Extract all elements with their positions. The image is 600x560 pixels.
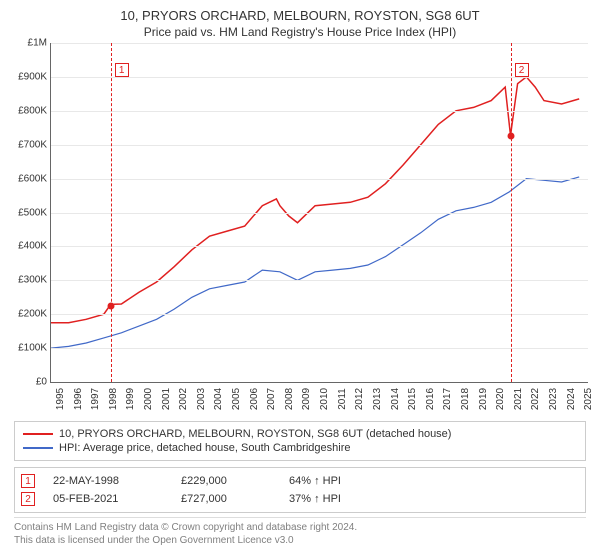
- x-tick-label: 1995: [55, 388, 66, 410]
- x-tick-label: 2004: [213, 388, 224, 410]
- x-tick-label: 2013: [372, 388, 383, 410]
- y-tick-label: £900K: [3, 71, 47, 82]
- sale-marker-dot: [507, 132, 514, 139]
- x-tick-label: 1997: [90, 388, 101, 410]
- series-line-property: [51, 77, 579, 323]
- sale-row-marker: 1: [21, 474, 35, 488]
- attribution-text: Contains HM Land Registry data © Crown c…: [14, 517, 586, 547]
- legend-row: HPI: Average price, detached house, Sout…: [23, 441, 577, 455]
- sale-row: 2 05-FEB-2021 £727,000 37% ↑ HPI: [21, 490, 579, 508]
- y-tick-label: £400K: [3, 241, 47, 252]
- y-gridline: [51, 213, 588, 214]
- x-tick-label: 2010: [319, 388, 330, 410]
- x-tick-label: 2020: [495, 388, 506, 410]
- x-tick-label: 2009: [301, 388, 312, 410]
- x-tick-label: 2011: [337, 388, 348, 410]
- x-tick-label: 2025: [583, 388, 594, 410]
- sale-row-marker: 2: [21, 492, 35, 506]
- x-tick-label: 2000: [143, 388, 154, 410]
- legend-swatch: [23, 447, 53, 449]
- sale-marker-vline: [111, 43, 112, 382]
- sale-row: 1 22-MAY-1998 £229,000 64% ↑ HPI: [21, 472, 579, 490]
- x-tick-label: 2017: [442, 388, 453, 410]
- y-gridline: [51, 246, 588, 247]
- sale-row-date: 05-FEB-2021: [53, 493, 163, 505]
- sale-marker-vline: [511, 43, 512, 382]
- sale-row-date: 22-MAY-1998: [53, 475, 163, 487]
- sale-marker-dot: [107, 302, 114, 309]
- x-tick-label: 2002: [178, 388, 189, 410]
- sale-marker-box: 1: [115, 63, 129, 77]
- y-gridline: [51, 145, 588, 146]
- x-tick-label: 1996: [73, 388, 84, 410]
- legend-swatch: [23, 433, 53, 435]
- legend-label: HPI: Average price, detached house, Sout…: [59, 442, 350, 454]
- x-tick-label: 1998: [108, 388, 119, 410]
- x-tick-label: 2024: [566, 388, 577, 410]
- y-gridline: [51, 43, 588, 44]
- y-gridline: [51, 280, 588, 281]
- x-tick-label: 2016: [425, 388, 436, 410]
- y-tick-label: £600K: [3, 173, 47, 184]
- x-tick-label: 1999: [125, 388, 136, 410]
- y-tick-label: £700K: [3, 139, 47, 150]
- sale-row-pct: 37% ↑ HPI: [289, 493, 399, 505]
- x-tick-label: 2007: [266, 388, 277, 410]
- chart-title-sub: Price paid vs. HM Land Registry's House …: [0, 23, 600, 43]
- y-gridline: [51, 111, 588, 112]
- y-tick-label: £800K: [3, 105, 47, 116]
- attribution-line1: Contains HM Land Registry data © Crown c…: [14, 522, 586, 535]
- chart-plot-area: £0£100K£200K£300K£400K£500K£600K£700K£80…: [50, 43, 588, 383]
- y-tick-label: £0: [3, 377, 47, 388]
- chart-title-address: 10, PRYORS ORCHARD, MELBOURN, ROYSTON, S…: [0, 0, 600, 23]
- x-tick-label: 2006: [249, 388, 260, 410]
- chart-legend: 10, PRYORS ORCHARD, MELBOURN, ROYSTON, S…: [14, 421, 586, 461]
- y-gridline: [51, 314, 588, 315]
- sale-row-price: £229,000: [181, 475, 271, 487]
- chart-container: 10, PRYORS ORCHARD, MELBOURN, ROYSTON, S…: [0, 0, 600, 560]
- x-tick-label: 2014: [390, 388, 401, 410]
- x-tick-label: 2015: [407, 388, 418, 410]
- sale-row-price: £727,000: [181, 493, 271, 505]
- series-line-hpi: [51, 177, 579, 348]
- x-tick-label: 2008: [284, 388, 295, 410]
- y-tick-label: £1M: [3, 38, 47, 49]
- x-tick-label: 2022: [530, 388, 541, 410]
- x-tick-label: 2005: [231, 388, 242, 410]
- y-tick-label: £500K: [3, 207, 47, 218]
- sale-marker-box: 2: [515, 63, 529, 77]
- y-tick-label: £100K: [3, 343, 47, 354]
- x-tick-label: 2003: [196, 388, 207, 410]
- y-gridline: [51, 348, 588, 349]
- x-tick-label: 2001: [161, 388, 172, 410]
- y-gridline: [51, 77, 588, 78]
- y-tick-label: £300K: [3, 275, 47, 286]
- legend-row: 10, PRYORS ORCHARD, MELBOURN, ROYSTON, S…: [23, 427, 577, 441]
- x-tick-label: 2019: [478, 388, 489, 410]
- sale-row-pct: 64% ↑ HPI: [289, 475, 399, 487]
- y-tick-label: £200K: [3, 309, 47, 320]
- x-tick-label: 2018: [460, 388, 471, 410]
- sales-table: 1 22-MAY-1998 £229,000 64% ↑ HPI 2 05-FEB-202…: [14, 467, 586, 513]
- y-gridline: [51, 179, 588, 180]
- attribution-line2: This data is licensed under the Open Gov…: [14, 535, 586, 548]
- x-tick-label: 2012: [354, 388, 365, 410]
- x-tick-label: 2021: [513, 388, 524, 410]
- x-tick-label: 2023: [548, 388, 559, 410]
- legend-label: 10, PRYORS ORCHARD, MELBOURN, ROYSTON, S…: [59, 428, 451, 440]
